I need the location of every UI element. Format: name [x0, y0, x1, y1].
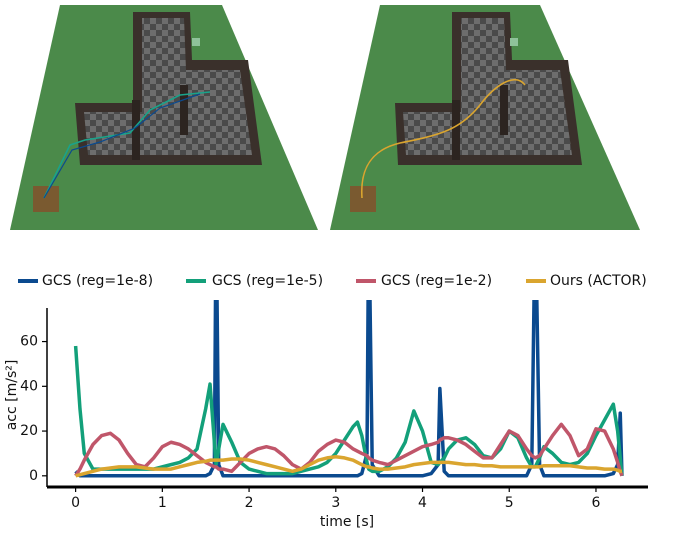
x-tick-label: 1: [158, 495, 167, 511]
x-tick-label: 3: [331, 495, 340, 511]
y-tick-label: 20: [20, 423, 38, 439]
y-axis-label: acc [m/s²]: [4, 360, 20, 431]
line-chart: acc [m/s²] time [s] 0 20 40 60 0 1 2 3 4 5 6 GCS (r…: [4, 207, 648, 530]
x-tick-label: 0: [71, 495, 80, 511]
y-tick-label: 60: [20, 334, 38, 350]
legend-label: GCS (reg=1e-5): [212, 273, 323, 289]
x-tick-label: 2: [245, 495, 254, 511]
render-right: [330, 5, 640, 230]
x-axis-label: time [s]: [320, 514, 374, 530]
x-tick-label: 4: [418, 495, 427, 511]
legend-label: Ours (ACTOR): [550, 273, 647, 289]
y-tick-label: 40: [20, 378, 38, 394]
x-tick-label: 5: [505, 495, 514, 511]
figure: acc [m/s²] time [s] 0 20 40 60 0 1 2 3 4 5 6 GCS (r…: [0, 0, 675, 533]
legend-label: GCS (reg=1e-8): [42, 273, 153, 289]
y-tick-label: 0: [29, 468, 38, 484]
x-tick-label: 6: [592, 495, 601, 511]
legend-label: GCS (reg=1e-2): [381, 273, 492, 289]
plot-area: [76, 207, 622, 476]
render-left: [10, 5, 318, 230]
